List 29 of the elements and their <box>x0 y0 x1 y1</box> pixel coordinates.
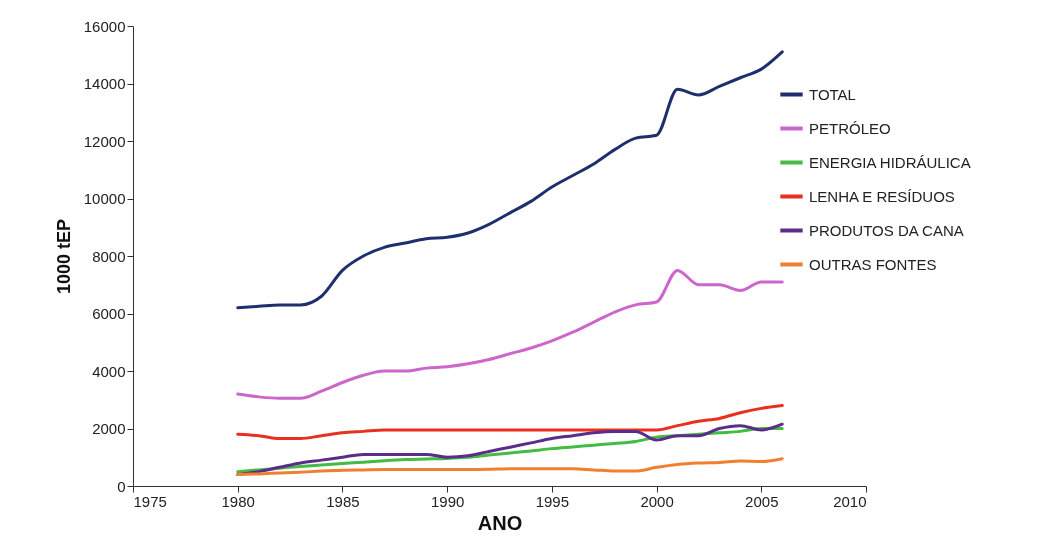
y-tick-label: 4000 <box>92 362 126 380</box>
y-tick-label: 10000 <box>83 190 126 207</box>
legend-label: PRODUTOS DA CANA <box>809 221 964 239</box>
legend-label: ENERGIA HIDRÁULICA <box>809 153 971 171</box>
y-tick-label: 0 <box>117 477 126 495</box>
legend-label: PETRÓLEO <box>809 119 891 137</box>
y-axis-title: 1000 tEP <box>53 218 74 295</box>
legend-label: OUTRAS FONTES <box>809 255 937 273</box>
x-tick-label: 2010 <box>833 492 867 510</box>
line-series <box>236 50 784 310</box>
legend-label: LENHA E RESÍDUOS <box>809 187 955 205</box>
line-series <box>236 457 784 476</box>
x-tick-label: 2005 <box>745 492 779 510</box>
x-tick-label: 1975 <box>133 492 167 510</box>
y-tick-label: 16000 <box>83 17 126 35</box>
x-tick-label: 1980 <box>221 492 255 510</box>
y-tick-label: 2000 <box>92 420 126 437</box>
y-tick-label: 14000 <box>83 75 126 92</box>
line-series <box>236 268 784 400</box>
y-tick-label: 6000 <box>92 305 126 322</box>
line-series <box>236 404 784 441</box>
legend-label: TOTAL <box>809 85 856 103</box>
x-tick-label: 2000 <box>640 492 674 510</box>
x-tick-label: 1985 <box>326 492 360 510</box>
x-tick-label: 1995 <box>535 492 570 510</box>
y-tick-label: 12000 <box>83 132 126 150</box>
x-tick-label: 1990 <box>430 492 465 510</box>
y-tick-label: 8000 <box>92 247 126 265</box>
x-axis-title: ANO <box>477 511 523 534</box>
